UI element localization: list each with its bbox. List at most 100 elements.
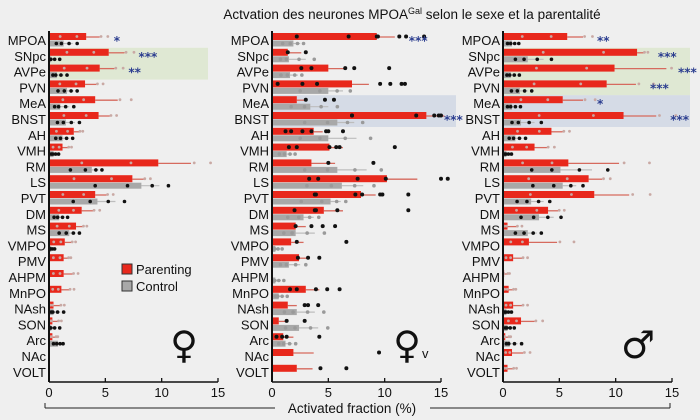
data-point-control xyxy=(504,152,508,156)
significance-stars: *** xyxy=(138,50,158,64)
data-point-parenting xyxy=(56,335,60,339)
data-point-control xyxy=(293,326,297,330)
title-suffix: selon le sexe et la parentalité xyxy=(422,7,601,22)
data-point-parenting xyxy=(541,319,545,323)
data-point-parenting xyxy=(149,177,152,181)
bar-parenting xyxy=(272,175,387,183)
data-point-parenting xyxy=(546,98,550,102)
data-point-control xyxy=(57,231,61,235)
bar-parenting xyxy=(503,254,514,262)
data-point-control xyxy=(522,57,526,62)
data-point-parenting xyxy=(316,303,321,308)
category-label: Arc xyxy=(27,333,47,348)
category-label: VOLT xyxy=(13,365,46,380)
data-point-control xyxy=(312,57,317,62)
data-point-parenting xyxy=(337,145,342,150)
x-tick-label: 5 xyxy=(325,385,332,400)
category-label: RM xyxy=(249,159,269,174)
data-point-parenting xyxy=(58,35,62,38)
data-point-control xyxy=(297,57,301,62)
data-point-control xyxy=(512,41,517,46)
data-point-parenting xyxy=(504,303,508,307)
data-point-control xyxy=(63,104,68,109)
bar-parenting xyxy=(503,48,638,56)
category-label: AHPM xyxy=(231,270,269,285)
data-point-parenting xyxy=(591,35,594,38)
data-point-parenting xyxy=(360,192,365,197)
data-point-parenting xyxy=(129,98,133,102)
data-point-control xyxy=(64,231,69,235)
data-point-control xyxy=(506,341,511,346)
data-point-parenting xyxy=(521,256,525,260)
category-label: Arc xyxy=(481,333,501,348)
bar-parenting xyxy=(49,64,100,72)
data-point-parenting xyxy=(82,224,85,228)
bar-parenting xyxy=(503,33,568,40)
data-point-parenting xyxy=(303,50,308,55)
data-point-control xyxy=(281,341,286,346)
data-point-control xyxy=(65,73,69,77)
significance-stars: *** xyxy=(409,34,429,48)
category-label: RM xyxy=(26,159,46,174)
chart-title: Actvation des neurones MPOAGal selon le … xyxy=(223,6,600,22)
bar-parenting xyxy=(49,80,86,88)
data-point-parenting xyxy=(309,224,314,229)
data-point-control xyxy=(512,341,517,346)
data-point-parenting xyxy=(602,177,605,181)
data-point-control xyxy=(505,326,509,330)
data-point-control xyxy=(93,183,97,188)
data-point-control xyxy=(512,73,517,77)
category-label: VMPO xyxy=(231,238,269,253)
data-point-control xyxy=(297,215,301,220)
data-point-control xyxy=(280,41,285,46)
data-point-parenting xyxy=(377,350,382,355)
category-label: LS xyxy=(484,175,500,190)
data-point-parenting xyxy=(294,34,299,39)
significance-stars: *** xyxy=(650,81,670,95)
data-point-control xyxy=(508,41,513,46)
data-point-control xyxy=(282,231,286,235)
data-point-parenting xyxy=(371,160,376,165)
bar-parenting xyxy=(49,254,64,262)
data-point-control xyxy=(51,152,55,156)
bar-parenting xyxy=(503,143,535,151)
data-point-parenting xyxy=(528,351,532,354)
x-tick-label: 5 xyxy=(102,385,109,400)
data-point-control xyxy=(288,41,292,46)
data-point-parenting xyxy=(521,303,525,307)
panel-female: MPOASNpcAVPePVNMeABNSTAHVMHRMLSPVTDMMSVM… xyxy=(8,31,225,400)
data-point-parenting xyxy=(70,240,74,244)
data-point-parenting xyxy=(550,161,554,165)
data-point-control xyxy=(510,120,514,125)
data-point-control xyxy=(353,168,357,172)
data-point-control xyxy=(278,262,283,267)
data-point-control xyxy=(307,215,312,220)
data-point-parenting xyxy=(520,224,524,228)
data-point-control xyxy=(507,136,511,141)
data-point-parenting xyxy=(326,129,331,134)
data-point-control xyxy=(61,120,66,125)
data-point-parenting xyxy=(519,98,523,102)
data-point-parenting xyxy=(55,129,58,133)
category-label: MeA xyxy=(473,96,500,111)
data-point-control xyxy=(302,120,307,125)
category-label: BNST xyxy=(11,112,46,127)
data-point-parenting xyxy=(74,240,77,244)
category-label: PVN xyxy=(242,80,269,95)
data-point-parenting xyxy=(349,113,354,118)
data-point-control xyxy=(65,215,70,220)
data-point-parenting xyxy=(51,256,55,260)
data-point-control xyxy=(298,136,302,141)
data-point-control xyxy=(300,73,304,77)
data-point-control xyxy=(360,120,365,125)
data-point-control xyxy=(318,136,322,141)
data-point-parenting xyxy=(375,34,380,39)
data-point-parenting xyxy=(75,35,79,38)
data-point-parenting xyxy=(61,193,65,196)
data-point-parenting xyxy=(406,192,411,197)
data-point-control xyxy=(517,73,522,77)
category-label: SNpc xyxy=(468,49,500,64)
data-point-control xyxy=(88,199,92,204)
x-tick-label: 10 xyxy=(154,385,168,400)
data-point-control xyxy=(335,89,339,93)
